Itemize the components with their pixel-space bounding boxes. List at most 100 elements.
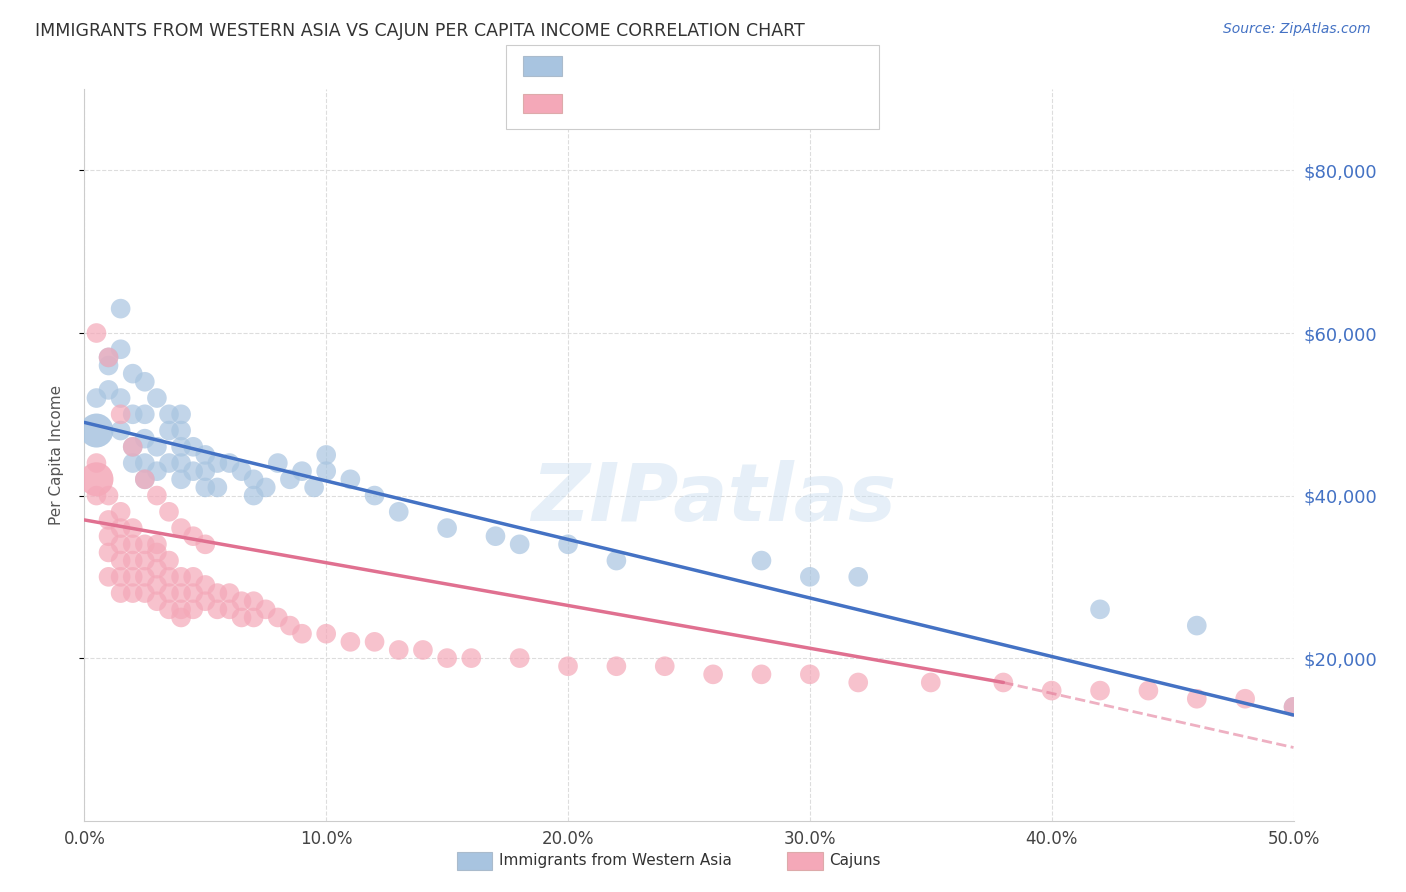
Point [121, 521, 143, 535]
Point [181, 586, 204, 600]
Point [134, 472, 156, 486]
Point [254, 602, 277, 616]
Point [181, 529, 204, 543]
Point [291, 464, 314, 478]
Point [157, 456, 180, 470]
Point [231, 594, 253, 608]
Point [207, 586, 229, 600]
Point [97, 359, 120, 373]
Point [97, 351, 120, 365]
Point [157, 553, 180, 567]
Point [110, 424, 132, 438]
Point [170, 440, 193, 454]
Y-axis label: Per Capita Income: Per Capita Income [49, 384, 63, 525]
Point [121, 440, 143, 454]
Point [181, 602, 204, 616]
Point [1185, 691, 1208, 706]
Point [242, 472, 264, 486]
Point [146, 489, 169, 503]
Point [194, 578, 217, 592]
Point [363, 635, 385, 649]
Text: ZIPatlas: ZIPatlas [530, 459, 896, 538]
Point [97, 351, 120, 365]
Point [557, 537, 579, 551]
Point [157, 505, 180, 519]
Point [315, 448, 337, 462]
Point [146, 578, 169, 592]
Point [194, 594, 217, 608]
Point [207, 602, 229, 616]
Point [194, 480, 217, 494]
Point [97, 529, 120, 543]
Point [134, 456, 156, 470]
Point [170, 602, 193, 616]
Point [315, 464, 337, 478]
Point [1185, 618, 1208, 632]
Point [110, 553, 132, 567]
Point [121, 407, 143, 421]
Text: R = -0.566: R = -0.566 [571, 59, 659, 77]
Point [460, 651, 482, 665]
Point [157, 602, 180, 616]
Point [339, 472, 361, 486]
Point [170, 407, 193, 421]
Point [110, 586, 132, 600]
Point [121, 456, 143, 470]
Point [181, 570, 204, 584]
Point [846, 570, 869, 584]
Point [170, 472, 193, 486]
Point [134, 407, 156, 421]
Point [799, 667, 821, 681]
Point [181, 440, 204, 454]
Text: R = -0.481: R = -0.481 [571, 96, 659, 114]
Text: N = 85: N = 85 [727, 96, 789, 114]
Point [97, 513, 120, 527]
Point [218, 586, 240, 600]
Point [363, 489, 385, 503]
Point [242, 594, 264, 608]
Point [134, 375, 156, 389]
Text: N = 59: N = 59 [727, 59, 789, 77]
Point [751, 667, 773, 681]
Point [170, 586, 193, 600]
Point [86, 326, 108, 340]
Point [97, 545, 120, 559]
Point [557, 659, 579, 673]
Point [121, 440, 143, 454]
Text: Source: ZipAtlas.com: Source: ZipAtlas.com [1223, 22, 1371, 37]
Point [110, 521, 132, 535]
Point [86, 456, 108, 470]
Point [207, 456, 229, 470]
Point [157, 570, 180, 584]
Point [110, 301, 132, 316]
Point [218, 456, 240, 470]
Point [278, 472, 301, 486]
Point [110, 343, 132, 357]
Point [110, 537, 132, 551]
Point [170, 521, 193, 535]
Point [1088, 602, 1111, 616]
Point [157, 407, 180, 421]
Point [484, 529, 506, 543]
Point [157, 424, 180, 438]
Point [121, 553, 143, 567]
Text: Cajuns: Cajuns [830, 854, 882, 868]
Point [134, 432, 156, 446]
Point [412, 643, 434, 657]
Point [278, 618, 301, 632]
Point [436, 521, 458, 535]
Point [388, 505, 411, 519]
Point [157, 586, 180, 600]
Point [242, 610, 264, 624]
Point [110, 505, 132, 519]
Point [97, 570, 120, 584]
Point [339, 635, 361, 649]
Point [86, 489, 108, 503]
Point [170, 456, 193, 470]
Point [315, 626, 337, 640]
Point [436, 651, 458, 665]
Point [146, 562, 169, 576]
Point [134, 570, 156, 584]
Point [121, 537, 143, 551]
Point [1234, 691, 1257, 706]
